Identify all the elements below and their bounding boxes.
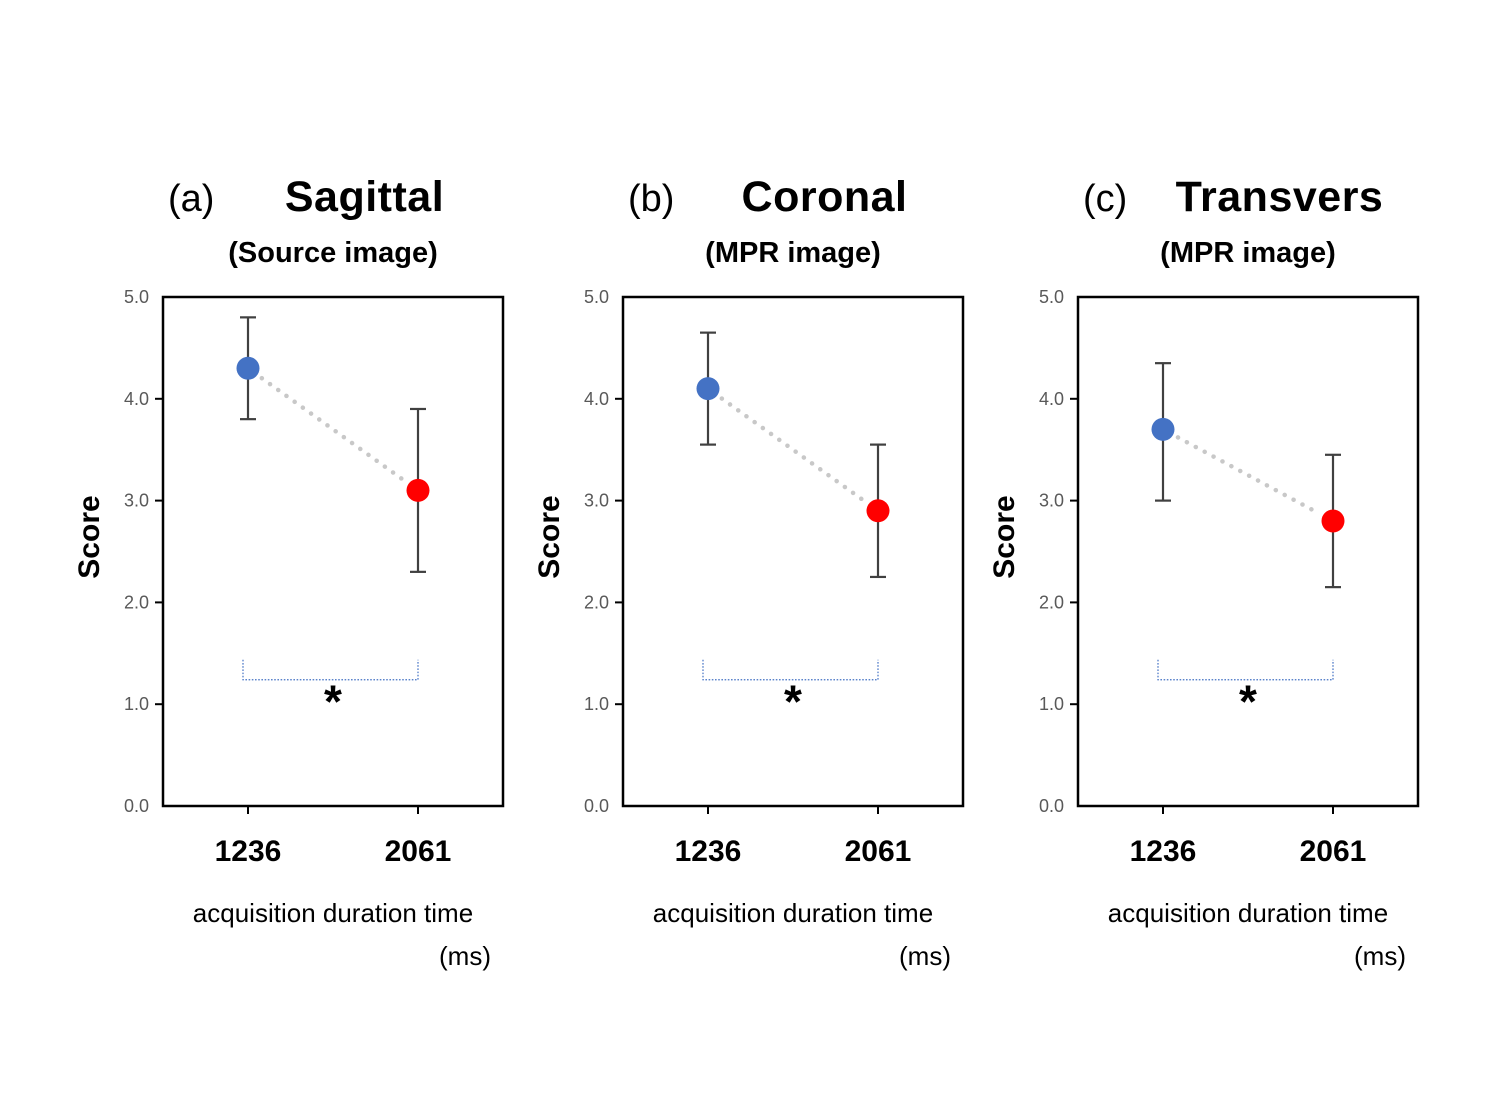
panel-coronal: (b) Coronal (MPR image) Score 0.0 1.0 2.0 3… — [515, 165, 985, 1005]
y-tick-label: 2.0 — [584, 592, 609, 612]
plot-area: 0.0 1.0 2.0 3.0 4.0 5.0 * — [1039, 287, 1420, 816]
panel-subtitle: (Source image) — [228, 237, 438, 269]
x-axis-unit: (ms) — [1354, 941, 1406, 971]
panel-label: (b) — [628, 178, 675, 220]
y-tick-label: 0.0 — [124, 796, 149, 816]
x-axis-title: acquisition duration time — [1107, 898, 1389, 928]
y-tick-label: 0.0 — [1039, 796, 1064, 816]
x-axis-title: acquisition duration time — [192, 898, 474, 928]
y-axis-label: Score — [988, 495, 1021, 579]
panel-subtitle: (MPR image) — [1160, 237, 1336, 269]
y-tick-label: 3.0 — [584, 491, 609, 511]
connector-line — [1175, 435, 1321, 516]
marker-1236 — [696, 377, 720, 401]
panel-transvers: (c) Transvers (MPR image) Score 0.0 1.0 2.… — [970, 165, 1440, 1005]
significance-bracket — [1157, 659, 1334, 681]
significance-asterisk: * — [784, 675, 802, 727]
x-tick-label-1236: 1236 — [214, 835, 282, 868]
plot-border — [621, 295, 965, 808]
plot-border — [1076, 295, 1420, 808]
significance-bracket — [242, 659, 419, 681]
panel-label: (a) — [168, 178, 215, 220]
x-axis-title: acquisition duration time — [652, 898, 934, 928]
marker-2061 — [1321, 509, 1345, 533]
x-tick-label-1236: 1236 — [674, 835, 742, 868]
x-tick-label-2061: 2061 — [1299, 835, 1367, 868]
plot-area: 0.0 1.0 2.0 3.0 4.0 5.0 * — [584, 287, 965, 816]
y-tick-label: 5.0 — [584, 287, 609, 307]
panel-title: Coronal — [741, 173, 908, 221]
y-axis-label: Score — [533, 495, 566, 579]
panel-title: Transvers — [1175, 173, 1384, 221]
y-tick-label: 5.0 — [124, 287, 149, 307]
x-tick-label-1236: 1236 — [1129, 835, 1197, 868]
connector-line — [259, 375, 407, 483]
x-axis-unit: (ms) — [899, 941, 951, 971]
plot-border — [161, 295, 505, 808]
y-tick-label: 0.0 — [584, 796, 609, 816]
marker-2061 — [406, 478, 430, 502]
y-tick-label: 2.0 — [1039, 592, 1064, 612]
significance-asterisk: * — [324, 675, 342, 727]
y-tick-label: 4.0 — [584, 389, 609, 409]
x-tick-label-2061: 2061 — [384, 835, 452, 868]
y-tick-label: 1.0 — [124, 694, 149, 714]
x-axis-unit: (ms) — [439, 941, 491, 971]
y-tick-label: 3.0 — [124, 491, 149, 511]
y-tick-label: 4.0 — [124, 389, 149, 409]
panel-label: (c) — [1083, 178, 1128, 220]
connector-line — [719, 396, 867, 504]
panel-header: (c) Transvers — [1078, 173, 1418, 222]
marker-1236 — [236, 356, 260, 380]
panel-subtitle: (MPR image) — [705, 237, 881, 269]
y-tick-label: 1.0 — [584, 694, 609, 714]
panel-title: Sagittal — [284, 173, 445, 221]
marker-2061 — [866, 499, 890, 523]
significance-bracket — [702, 659, 879, 681]
y-tick-label: 3.0 — [1039, 491, 1064, 511]
y-tick-label: 2.0 — [124, 592, 149, 612]
y-tick-label: 1.0 — [1039, 694, 1064, 714]
panel-sagittal: (a) Sagittal (Source image) Score 0.0 1.0… — [55, 165, 525, 1005]
panel-header: (b) Coronal — [623, 173, 963, 222]
y-tick-label: 5.0 — [1039, 287, 1064, 307]
y-axis-label: Score — [73, 495, 106, 579]
significance-asterisk: * — [1239, 675, 1257, 727]
x-tick-label-2061: 2061 — [844, 835, 912, 868]
marker-1236 — [1151, 417, 1175, 441]
plot-area: 0.0 1.0 2.0 3.0 4.0 5.0 * — [124, 287, 505, 816]
panel-header: (a) Sagittal — [163, 173, 503, 222]
y-tick-label: 4.0 — [1039, 389, 1064, 409]
